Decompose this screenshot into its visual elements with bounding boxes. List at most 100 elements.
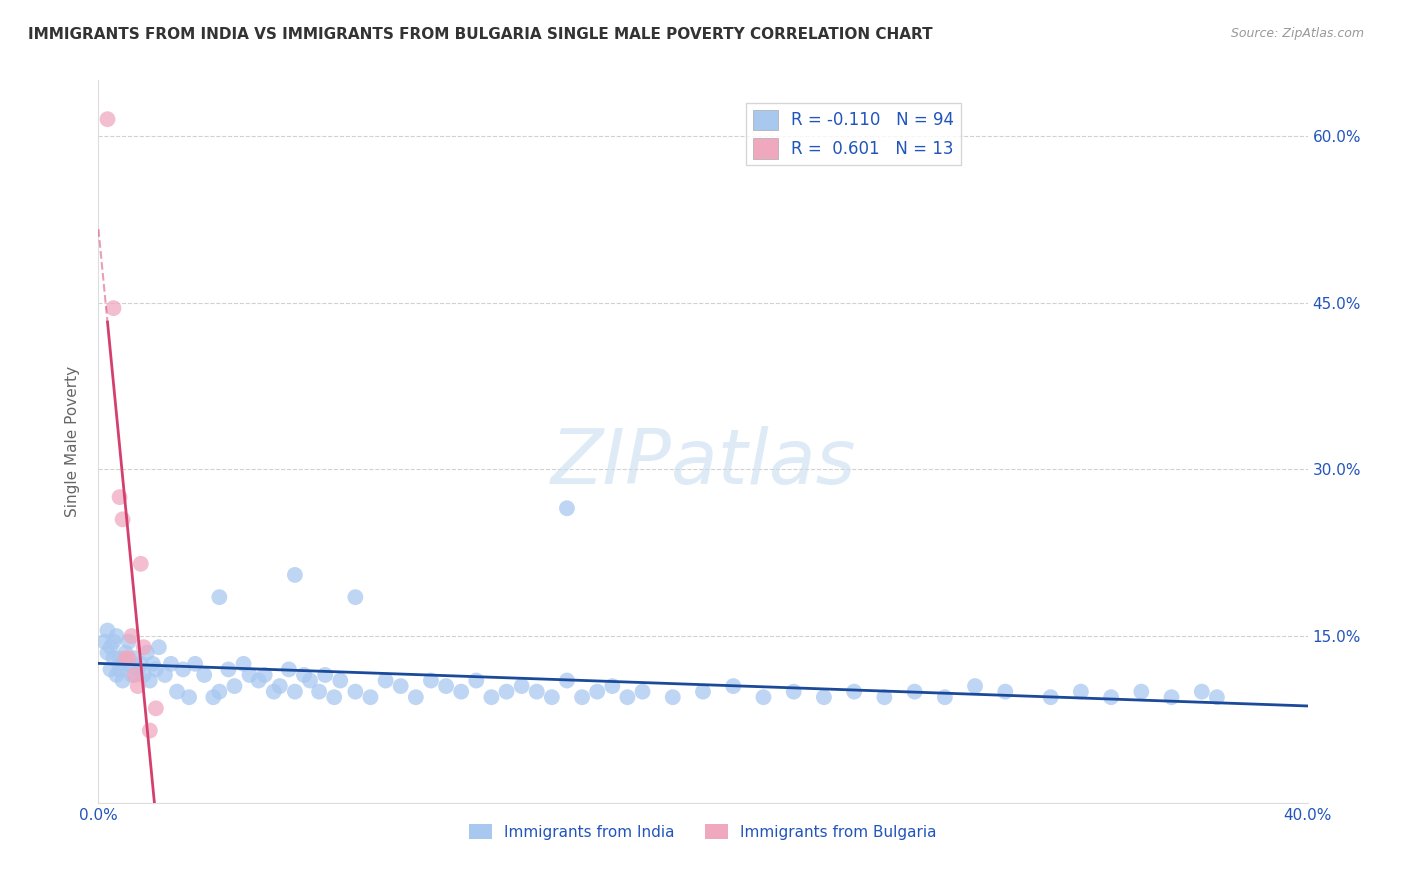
- Point: [344, 684, 367, 698]
- Point: [692, 684, 714, 698]
- Point: [1206, 690, 1229, 705]
- Text: ZIPatlas: ZIPatlas: [550, 426, 856, 500]
- Point: [160, 657, 183, 671]
- Point: [118, 634, 141, 648]
- Point: [571, 690, 593, 705]
- Point: [434, 679, 457, 693]
- Point: [450, 684, 472, 698]
- Point: [263, 684, 285, 698]
- Point: [135, 646, 157, 660]
- Point: [844, 684, 866, 698]
- Point: [389, 679, 412, 693]
- Point: [193, 668, 215, 682]
- Point: [108, 662, 131, 676]
- Point: [139, 723, 162, 738]
- Point: [723, 679, 745, 693]
- Point: [111, 657, 134, 671]
- Text: Source: ZipAtlas.com: Source: ZipAtlas.com: [1230, 27, 1364, 40]
- Point: [253, 668, 276, 682]
- Point: [166, 684, 188, 698]
- Point: [172, 662, 194, 676]
- Y-axis label: Single Male Poverty: Single Male Poverty: [65, 366, 80, 517]
- Point: [114, 646, 136, 660]
- Point: [111, 673, 134, 688]
- Point: [308, 684, 330, 698]
- Point: [277, 662, 299, 676]
- Point: [208, 684, 231, 698]
- Point: [481, 690, 503, 705]
- Point: [148, 640, 170, 655]
- Point: [1099, 690, 1122, 705]
- Point: [631, 684, 654, 698]
- Point: [323, 690, 346, 705]
- Point: [269, 679, 291, 693]
- Point: [93, 634, 115, 648]
- Point: [232, 657, 254, 671]
- Point: [127, 679, 149, 693]
- Point: [314, 668, 336, 682]
- Point: [118, 651, 141, 665]
- Point: [145, 701, 167, 715]
- Point: [108, 651, 131, 665]
- Point: [179, 690, 201, 705]
- Point: [965, 679, 987, 693]
- Point: [405, 690, 427, 705]
- Point: [217, 662, 239, 676]
- Point: [124, 668, 146, 682]
- Point: [465, 673, 488, 688]
- Point: [96, 112, 118, 127]
- Point: [783, 684, 806, 698]
- Point: [121, 629, 143, 643]
- Point: [103, 651, 125, 665]
- Point: [224, 679, 246, 693]
- Point: [1160, 690, 1182, 705]
- Point: [586, 684, 609, 698]
- Point: [247, 673, 270, 688]
- Point: [360, 690, 382, 705]
- Point: [555, 673, 578, 688]
- Point: [129, 557, 152, 571]
- Point: [103, 634, 125, 648]
- Point: [100, 640, 122, 655]
- Point: [202, 690, 225, 705]
- Point: [1039, 690, 1062, 705]
- Point: [105, 629, 128, 643]
- Point: [100, 662, 122, 676]
- Point: [124, 651, 146, 665]
- Point: [420, 673, 443, 688]
- Point: [239, 668, 262, 682]
- Point: [184, 657, 207, 671]
- Point: [602, 679, 624, 693]
- Point: [208, 590, 231, 604]
- Point: [132, 668, 155, 682]
- Point: [374, 673, 396, 688]
- Point: [1070, 684, 1092, 698]
- Point: [96, 646, 118, 660]
- Point: [526, 684, 548, 698]
- Point: [118, 657, 141, 671]
- Point: [540, 690, 562, 705]
- Point: [105, 668, 128, 682]
- Point: [616, 690, 638, 705]
- Point: [1191, 684, 1213, 698]
- Point: [108, 490, 131, 504]
- Point: [132, 640, 155, 655]
- Point: [555, 501, 578, 516]
- Legend: Immigrants from India, Immigrants from Bulgaria: Immigrants from India, Immigrants from B…: [463, 818, 943, 846]
- Text: IMMIGRANTS FROM INDIA VS IMMIGRANTS FROM BULGARIA SINGLE MALE POVERTY CORRELATIO: IMMIGRANTS FROM INDIA VS IMMIGRANTS FROM…: [28, 27, 932, 42]
- Point: [510, 679, 533, 693]
- Point: [752, 690, 775, 705]
- Point: [111, 512, 134, 526]
- Point: [284, 568, 307, 582]
- Point: [495, 684, 517, 698]
- Point: [329, 673, 352, 688]
- Point: [934, 690, 956, 705]
- Point: [994, 684, 1017, 698]
- Point: [344, 590, 367, 604]
- Point: [1130, 684, 1153, 698]
- Point: [873, 690, 896, 705]
- Point: [813, 690, 835, 705]
- Point: [904, 684, 927, 698]
- Point: [96, 624, 118, 638]
- Point: [299, 673, 322, 688]
